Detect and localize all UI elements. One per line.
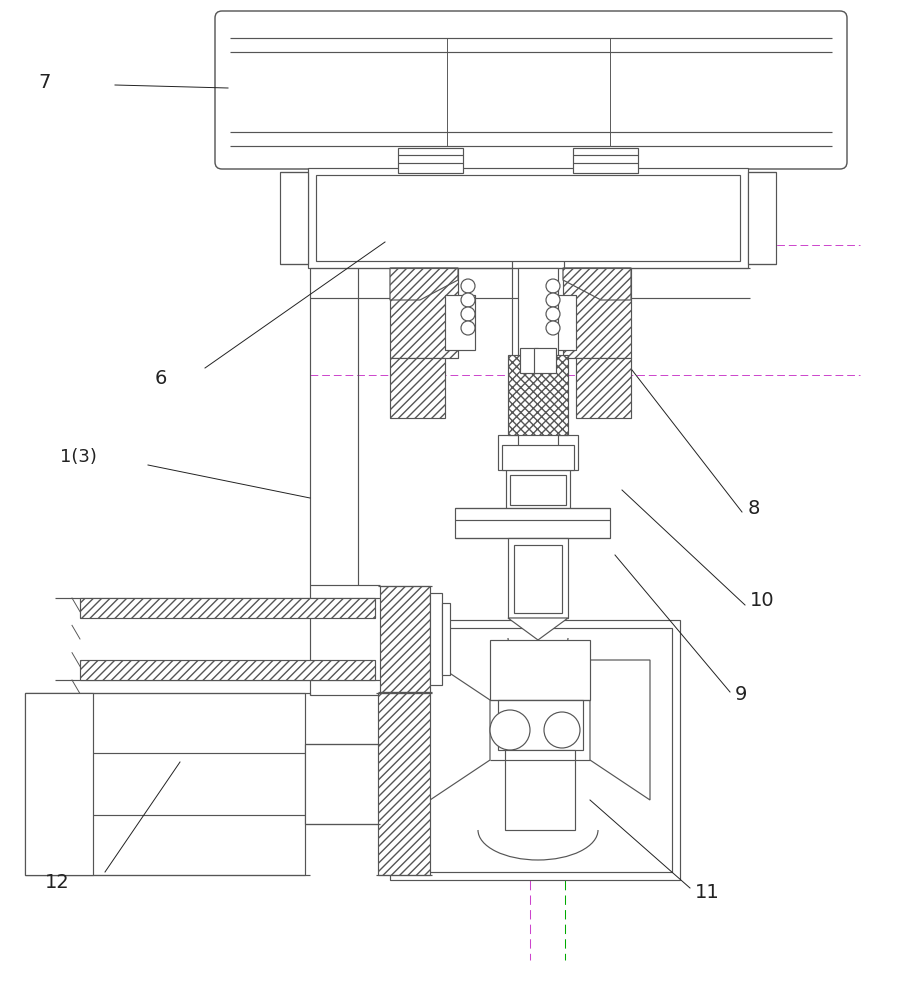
Bar (748, 172, 776, 264)
Text: 8: 8 (748, 498, 761, 518)
Circle shape (546, 321, 560, 335)
Circle shape (546, 307, 560, 321)
Bar (305, 744, 380, 824)
Bar (80, 660, 375, 680)
Circle shape (461, 321, 475, 335)
Bar (573, 148, 638, 173)
Polygon shape (563, 268, 631, 300)
Bar (390, 358, 445, 418)
Circle shape (461, 307, 475, 321)
Bar (390, 620, 680, 880)
Bar (498, 435, 578, 470)
Polygon shape (590, 660, 650, 800)
Bar (445, 295, 475, 350)
Bar (455, 508, 610, 538)
Bar (546, 295, 576, 350)
Bar (506, 470, 570, 510)
Bar (398, 148, 463, 173)
Bar (520, 348, 538, 373)
Text: 10: 10 (750, 590, 775, 609)
Bar (442, 603, 450, 675)
Bar (308, 168, 748, 268)
Bar (518, 268, 558, 453)
Bar (508, 355, 568, 435)
FancyBboxPatch shape (215, 11, 847, 169)
Bar (280, 172, 308, 264)
Bar (390, 268, 458, 358)
Bar (576, 358, 631, 418)
Bar (502, 445, 574, 470)
Bar (25, 693, 93, 875)
Text: 9: 9 (735, 686, 747, 704)
Bar (380, 586, 430, 692)
Bar (512, 260, 564, 500)
Bar (534, 348, 556, 373)
Polygon shape (508, 618, 568, 640)
Text: 6: 6 (155, 368, 167, 387)
Bar (25, 693, 305, 875)
Text: 7: 7 (38, 74, 50, 93)
Circle shape (461, 293, 475, 307)
Text: 12: 12 (45, 872, 70, 892)
Circle shape (544, 712, 580, 748)
Circle shape (490, 710, 530, 750)
Circle shape (546, 279, 560, 293)
Circle shape (546, 293, 560, 307)
Bar (508, 538, 568, 618)
Bar (430, 593, 442, 685)
Bar (316, 175, 740, 261)
Polygon shape (390, 268, 458, 300)
Bar (398, 628, 672, 872)
Text: 11: 11 (695, 884, 720, 902)
Circle shape (461, 279, 475, 293)
Bar (505, 750, 575, 830)
Text: 1(3): 1(3) (60, 448, 97, 466)
Bar (498, 700, 583, 750)
Bar (510, 475, 566, 505)
Bar (378, 693, 430, 875)
Bar (563, 268, 631, 358)
Polygon shape (430, 660, 490, 800)
Bar (490, 640, 590, 700)
Bar (514, 545, 562, 613)
Bar (80, 598, 375, 618)
